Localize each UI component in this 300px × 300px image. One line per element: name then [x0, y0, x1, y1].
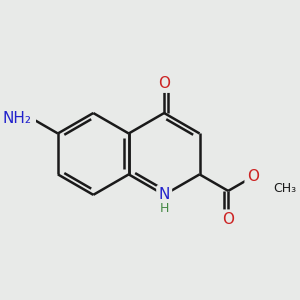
Text: O: O — [158, 76, 170, 91]
Text: N: N — [158, 187, 170, 202]
Text: H: H — [160, 202, 169, 215]
Text: NH₂: NH₂ — [3, 111, 32, 126]
Text: O: O — [247, 169, 259, 184]
Text: O: O — [222, 212, 234, 227]
Text: CH₃: CH₃ — [273, 182, 296, 195]
